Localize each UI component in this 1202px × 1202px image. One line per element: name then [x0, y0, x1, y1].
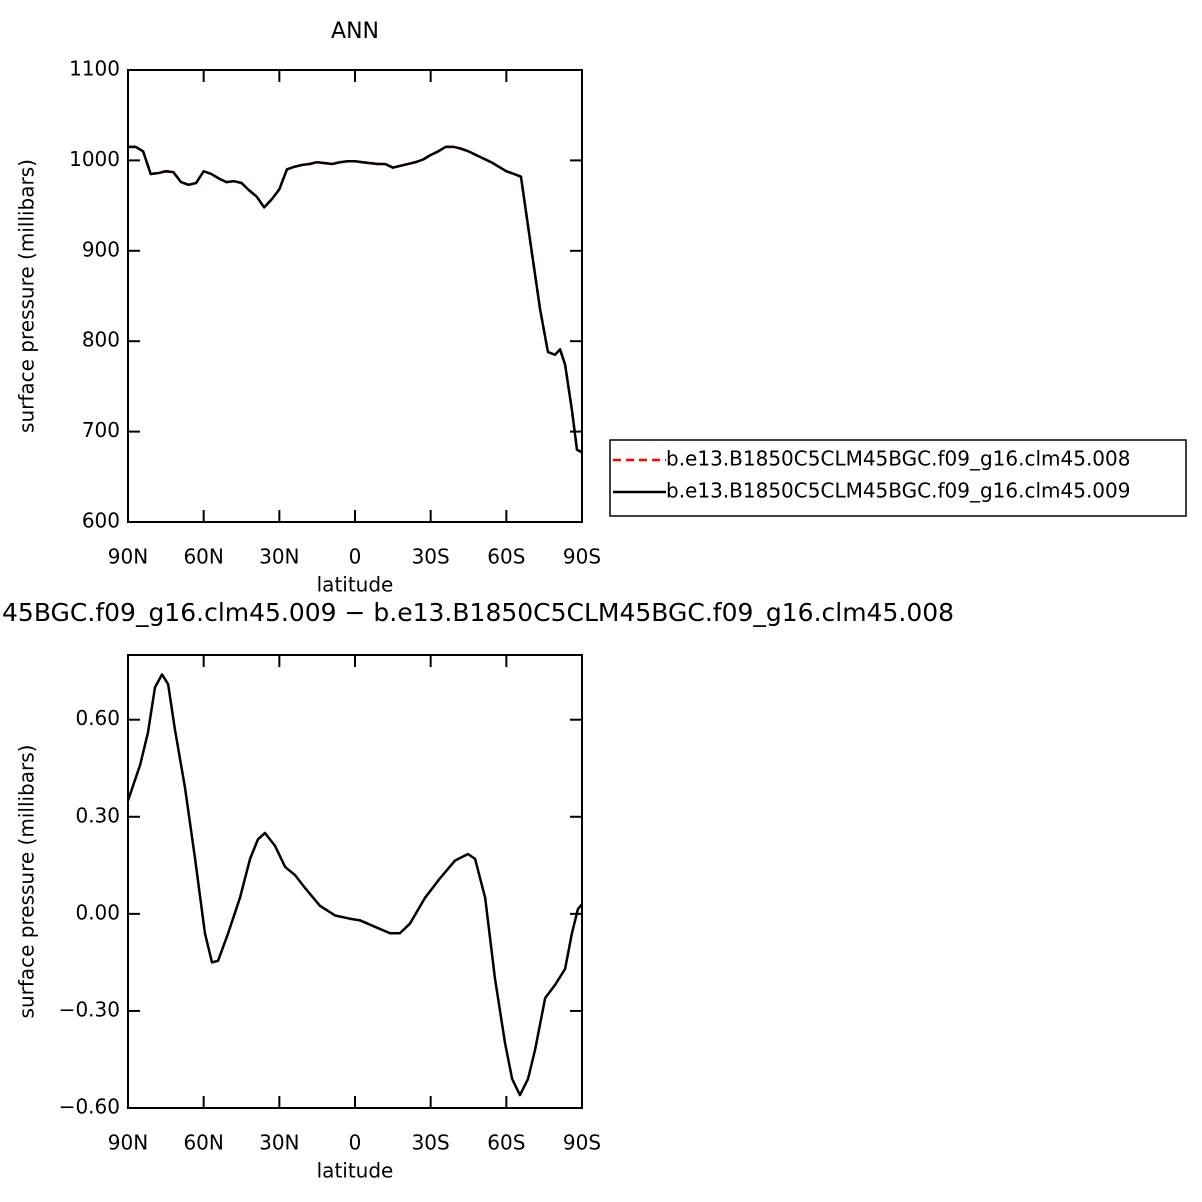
chart-title: b.e13.B1850C5CLM45BGC.f09_g16.clm45.009 … — [0, 598, 954, 627]
x-tick-label: 90S — [563, 1131, 601, 1155]
data-line — [128, 145, 583, 454]
y-axis-title: surface pressure (millibars) — [15, 745, 39, 1019]
x-tick-label: 30N — [259, 545, 299, 569]
y-tick-label: 1100 — [69, 57, 120, 81]
x-tick-label: 60S — [487, 1131, 525, 1155]
y-tick-label: 1000 — [69, 147, 120, 171]
x-axis-title: latitude — [317, 1159, 394, 1183]
y-tick-label: 800 — [82, 328, 120, 352]
chart-title: ANN — [331, 19, 379, 44]
y-tick-label: 0.00 — [75, 900, 120, 924]
legend-label: b.e13.B1850C5CLM45BGC.f09_g16.clm45.008 — [666, 447, 1130, 471]
data-line — [128, 145, 583, 454]
y-axis-title: surface pressure (millibars) — [15, 159, 39, 433]
x-tick-label: 30S — [412, 1131, 450, 1155]
plot-frame — [127, 69, 583, 523]
x-tick-label: 0 — [349, 545, 362, 569]
x-tick-label: 60N — [183, 1131, 223, 1155]
y-tick-label: 0.60 — [75, 706, 120, 730]
x-tick-label: 90N — [108, 545, 148, 569]
y-tick-label: 700 — [82, 418, 120, 442]
x-tick-label: 90S — [563, 545, 601, 569]
data-line — [126, 673, 583, 1097]
y-tick-label: 600 — [82, 509, 120, 533]
x-tick-label: 60S — [487, 545, 525, 569]
y-tick-label: −0.30 — [59, 997, 120, 1021]
legend-box — [609, 439, 1187, 517]
legend-label: b.e13.B1850C5CLM45BGC.f09_g16.clm45.009 — [666, 479, 1130, 503]
x-tick-label: 30N — [259, 1131, 299, 1155]
plot-frame — [127, 654, 583, 1109]
y-tick-label: −0.60 — [59, 1095, 120, 1119]
x-axis-title: latitude — [317, 573, 394, 597]
x-tick-label: 0 — [349, 1131, 362, 1155]
y-tick-label: 0.30 — [75, 803, 120, 827]
y-tick-label: 900 — [82, 237, 120, 261]
x-tick-label: 90N — [108, 1131, 148, 1155]
x-tick-label: 30S — [412, 545, 450, 569]
x-tick-label: 60N — [183, 545, 223, 569]
